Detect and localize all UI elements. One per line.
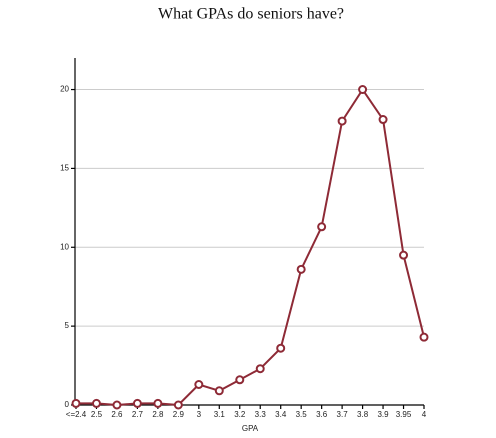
point <box>337 116 347 126</box>
x-tick-label: <=2.4 <box>66 410 87 419</box>
x-tick-label: 3.7 <box>337 410 349 419</box>
y-tick-label: 10 <box>60 242 69 251</box>
x-tick-label: 3.5 <box>296 410 308 419</box>
point <box>296 264 306 274</box>
x-tick-label: 2.9 <box>173 410 185 419</box>
point <box>173 400 183 410</box>
x-axis-label: GPA <box>242 424 259 433</box>
x-tick-label: 3 <box>197 410 202 419</box>
x-tick-label: 2.6 <box>111 410 123 419</box>
x-tick-label: 2.8 <box>152 410 164 419</box>
x-tick-label: 3.8 <box>357 410 369 419</box>
y-tick-label: 5 <box>65 321 70 330</box>
x-tick-label: 4 <box>422 410 427 419</box>
point <box>91 398 101 408</box>
point <box>194 379 204 389</box>
x-tick-label: 3.95 <box>396 410 412 419</box>
x-tick-label: 3.9 <box>377 410 389 419</box>
x-tick-label: 3.1 <box>214 410 226 419</box>
point <box>153 398 163 408</box>
point <box>419 332 429 342</box>
point <box>317 222 327 232</box>
point <box>235 375 245 385</box>
point <box>132 398 142 408</box>
y-tick-label: 0 <box>65 400 70 409</box>
x-tick-label: 2.5 <box>91 410 103 419</box>
point <box>112 400 122 410</box>
y-tick-label: 15 <box>60 164 69 173</box>
chart-title: What GPAs do seniors have? <box>158 6 344 23</box>
point <box>399 250 409 260</box>
x-tick-label: 3.2 <box>234 410 246 419</box>
x-tick-label: 2.7 <box>132 410 144 419</box>
x-tick-label: 3.3 <box>255 410 267 419</box>
point <box>378 115 388 125</box>
point <box>358 85 368 95</box>
y-tick-label: 20 <box>60 85 69 94</box>
point <box>276 343 286 353</box>
point <box>214 386 224 396</box>
point <box>255 364 265 374</box>
x-tick-label: 3.4 <box>275 410 287 419</box>
point <box>71 398 81 408</box>
x-tick-label: 3.6 <box>316 410 328 419</box>
